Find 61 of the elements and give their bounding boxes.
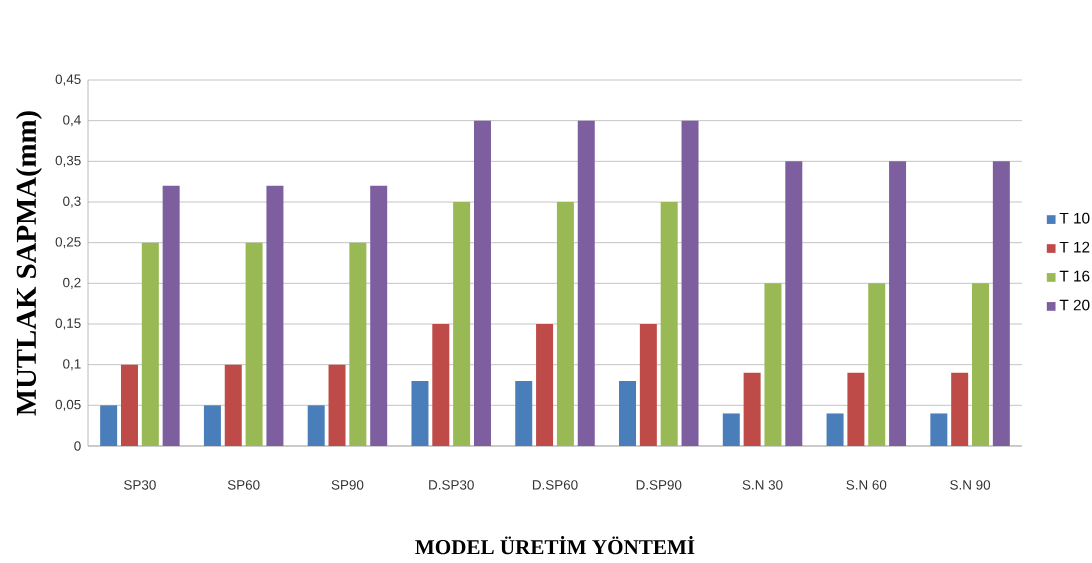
x-tick-label: SP60 xyxy=(227,480,260,490)
bar xyxy=(577,120,595,446)
bar xyxy=(639,323,657,446)
bar xyxy=(411,380,429,446)
bar xyxy=(203,405,221,446)
bar xyxy=(847,372,865,446)
x-tick-label: S.N 60 xyxy=(846,480,887,490)
bar xyxy=(328,364,346,446)
bar xyxy=(992,161,1010,446)
x-tick-label: SP90 xyxy=(331,480,364,490)
y-tick-label: 0,35 xyxy=(55,155,81,167)
bar xyxy=(785,161,803,446)
y-tick-label: 0,3 xyxy=(63,196,81,208)
bar xyxy=(930,413,948,446)
bar xyxy=(722,413,740,446)
bar xyxy=(951,372,969,446)
x-tick-label: D.SP60 xyxy=(532,480,578,490)
bar xyxy=(473,120,491,446)
y-tick-label: 0 xyxy=(74,441,81,451)
bar xyxy=(141,242,159,446)
bar xyxy=(515,380,533,446)
bar xyxy=(307,405,325,446)
bar xyxy=(868,283,886,446)
x-tick-label: SP30 xyxy=(124,480,156,490)
y-tick-label: 0,4 xyxy=(63,115,81,127)
bar xyxy=(100,405,118,446)
bar xyxy=(120,364,138,446)
bar xyxy=(432,323,450,446)
bar xyxy=(972,283,990,446)
bar xyxy=(681,120,699,446)
legend-label: T 12 xyxy=(1059,241,1090,253)
x-tick-label: D.SP30 xyxy=(429,480,474,490)
bar xyxy=(162,185,180,446)
bar xyxy=(660,202,678,446)
legend-label: T 16 xyxy=(1059,270,1090,282)
bar xyxy=(619,380,637,446)
bar xyxy=(224,364,242,446)
bar xyxy=(556,202,574,446)
bar xyxy=(536,323,554,446)
legend-label: T 10 xyxy=(1059,212,1090,224)
bar xyxy=(889,161,907,446)
x-tick-label: S.N 90 xyxy=(950,480,991,490)
y-tick-label: 0,15 xyxy=(55,318,81,330)
x-tick-label: D.SP90 xyxy=(636,480,682,490)
bar xyxy=(266,185,284,446)
bar xyxy=(453,202,471,446)
bar xyxy=(743,372,761,446)
bar xyxy=(349,242,367,446)
bar xyxy=(370,185,388,446)
legend-label: T 20 xyxy=(1059,299,1090,311)
bar xyxy=(764,283,782,446)
y-tick-label: 0,25 xyxy=(55,237,81,249)
bar xyxy=(245,242,263,446)
y-axis-title: MUTLAK SAPMA(mm) xyxy=(15,111,42,416)
x-axis-title: MODEL ÜRETİM YÖNTEMİ xyxy=(415,536,695,555)
x-tick-label: S.N 30 xyxy=(742,480,783,490)
bar xyxy=(826,413,844,446)
y-tick-label: 0,2 xyxy=(63,277,81,289)
y-tick-label: 0,45 xyxy=(55,74,81,86)
y-tick-label: 0,1 xyxy=(63,359,81,371)
y-tick-label: 0,05 xyxy=(55,399,81,411)
